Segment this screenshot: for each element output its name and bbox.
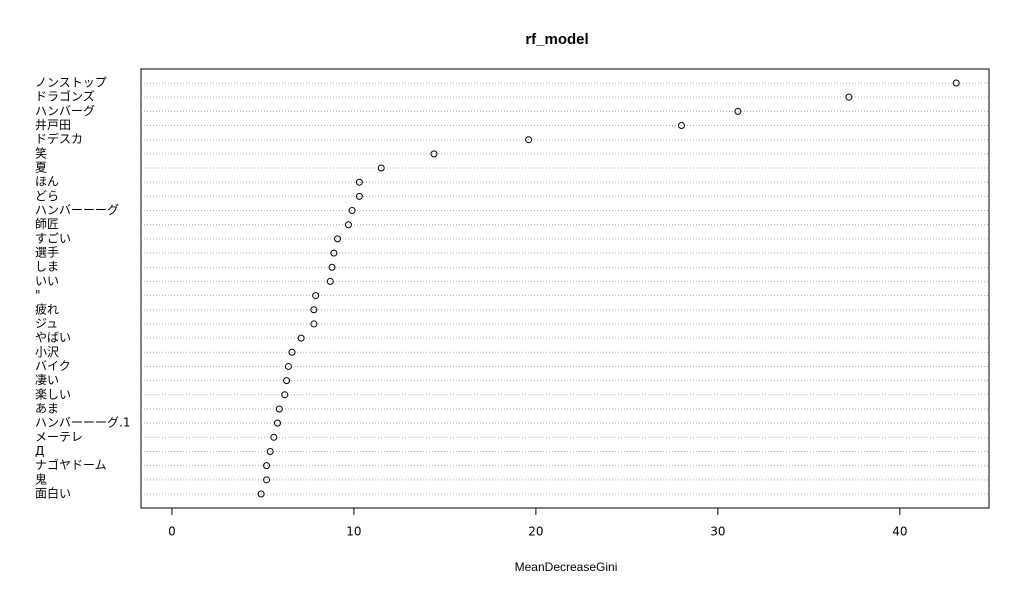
y-tick-label: どら [35,189,59,203]
y-tick-label: ハンバーーーグ [35,203,119,217]
x-tick-label: 20 [528,525,543,539]
dot [297,334,305,342]
y-tick-label: 小沢 [35,345,59,359]
dot [312,292,320,300]
y-tick-label: 凄い [35,373,59,387]
y-tick-label: バイク [35,359,71,373]
y-tick-label: ほん [35,175,59,189]
dot [377,164,385,172]
plot-frame [140,68,990,509]
y-tick-label: 笑 [35,145,47,160]
x-tick-label: 0 [168,525,176,539]
dot [525,136,533,144]
dot [283,377,291,385]
y-tick-label: 選手 [35,246,59,260]
x-tick-label: 40 [892,525,907,539]
y-tick-label: 夏 [35,161,47,175]
dot [310,306,318,314]
y-tick-label: ドラゴンズ [35,89,95,104]
y-tick-label: ハンバーーーグ.1 [35,416,130,430]
y-tick-label: すごい [35,230,71,245]
chart-title: rf_model [525,31,588,48]
y-tick-label: 師匠 [35,217,59,231]
dot [344,221,352,229]
y-tick-label: メーテレ [35,430,83,444]
dot [952,79,960,87]
y-tick-label: 楽しい [35,387,71,401]
dot [845,93,853,101]
dot [275,405,283,413]
dot [328,263,336,271]
y-tick-label: ナゴヤドーム [35,457,107,472]
dot [273,419,281,427]
dot [677,122,685,130]
y-tick-label: ドデスカ [35,131,83,146]
dot [288,348,296,356]
dot [270,433,278,441]
dot [263,476,271,484]
y-tick-label: しま [35,260,59,274]
dot [355,178,363,186]
y-tick-label: " [35,288,41,302]
dot [310,320,318,328]
dot [334,235,342,243]
y-tick-label: Д [35,444,44,458]
dot [266,447,274,455]
y-tick-label: ハンバーグ [35,104,95,118]
x-axis-label: MeanDecreaseGini [515,560,618,574]
dot [257,490,265,498]
y-tick-label: ジュ [35,316,58,330]
dot [355,192,363,200]
dot [281,391,289,399]
dot [430,150,438,158]
y-tick-label: 疲れ [35,301,59,316]
y-tick-label: ノンストップ [35,76,107,90]
x-tick-label: 10 [346,525,361,539]
y-tick-label: 井戸田 [35,118,71,132]
dot [263,462,271,470]
y-tick-label: やばい [35,331,71,345]
y-tick-label: 鬼 [35,471,47,486]
dot [326,277,334,285]
dot [284,362,292,370]
dot [348,207,356,215]
y-tick-label: あま [35,401,59,415]
x-tick-label: 30 [710,525,725,539]
y-tick-label: 面白い [35,486,71,501]
dot [734,107,742,115]
dot [330,249,338,257]
y-tick-label: いい [35,274,59,288]
